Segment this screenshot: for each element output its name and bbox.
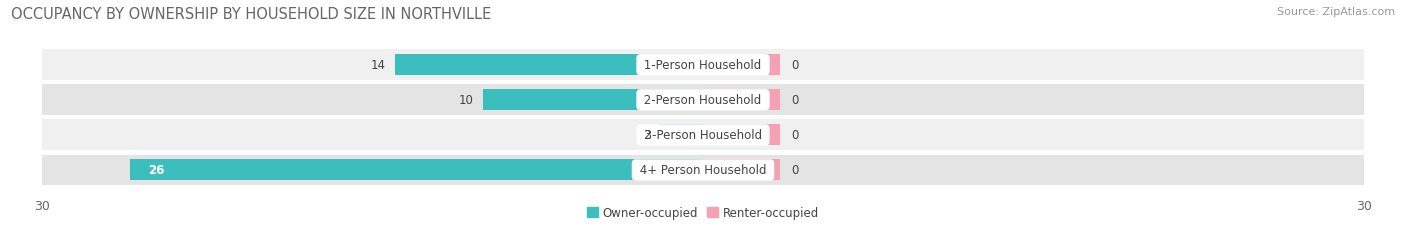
Text: 0: 0 xyxy=(792,164,799,177)
Text: 2-Person Household: 2-Person Household xyxy=(641,94,765,107)
Text: 26: 26 xyxy=(148,164,165,177)
Text: 14: 14 xyxy=(371,59,385,72)
Bar xyxy=(482,90,703,111)
Text: 1-Person Household: 1-Person Household xyxy=(641,59,765,72)
Bar xyxy=(42,155,1364,185)
Bar xyxy=(395,55,703,76)
Bar xyxy=(703,55,780,76)
Text: OCCUPANCY BY OWNERSHIP BY HOUSEHOLD SIZE IN NORTHVILLE: OCCUPANCY BY OWNERSHIP BY HOUSEHOLD SIZE… xyxy=(11,7,492,22)
Text: 2: 2 xyxy=(643,129,650,142)
Bar xyxy=(42,50,1364,81)
Bar xyxy=(131,160,703,181)
Text: 3-Person Household: 3-Person Household xyxy=(641,129,765,142)
Bar xyxy=(703,90,780,111)
Text: 10: 10 xyxy=(458,94,474,107)
Bar xyxy=(703,160,780,181)
Bar xyxy=(42,85,1364,116)
Text: 4+ Person Household: 4+ Person Household xyxy=(636,164,770,177)
Text: 0: 0 xyxy=(792,94,799,107)
Text: 0: 0 xyxy=(792,59,799,72)
Text: Source: ZipAtlas.com: Source: ZipAtlas.com xyxy=(1277,7,1395,17)
Bar xyxy=(42,120,1364,151)
Legend: Owner-occupied, Renter-occupied: Owner-occupied, Renter-occupied xyxy=(582,201,824,224)
Bar xyxy=(703,125,780,146)
Text: 0: 0 xyxy=(792,129,799,142)
Bar xyxy=(659,125,703,146)
